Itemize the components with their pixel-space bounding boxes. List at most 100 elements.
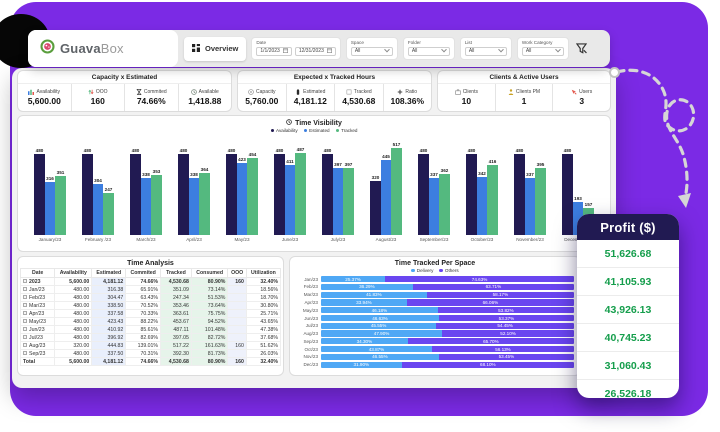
segment-delivery[interactable]: 46.63% bbox=[321, 314, 439, 322]
segment-others[interactable]: 74.63% bbox=[385, 276, 574, 283]
bar-availability[interactable] bbox=[418, 153, 429, 235]
segment-others[interactable]: 66.06% bbox=[406, 299, 574, 306]
column-header-tracked[interactable]: Tracked bbox=[160, 268, 192, 278]
column-header-availability[interactable]: Availability bbox=[54, 268, 93, 278]
expand-icon[interactable] bbox=[23, 295, 27, 300]
segment-others[interactable]: 68.10% bbox=[401, 361, 574, 368]
cell: Jun/23 bbox=[19, 325, 56, 334]
bar-availability[interactable] bbox=[370, 180, 381, 235]
segment-delivery[interactable]: 45.55% bbox=[321, 322, 437, 329]
bar-tracked[interactable] bbox=[247, 158, 258, 235]
filter-select-folder[interactable]: All bbox=[407, 46, 450, 56]
bar-estimated[interactable] bbox=[188, 177, 200, 235]
bar-estimated[interactable] bbox=[140, 177, 152, 235]
bar-availability[interactable] bbox=[178, 153, 189, 235]
column-header-utilization[interactable]: Utilization bbox=[245, 268, 282, 278]
table-row-jun-23[interactable]: Jun/23 480.00 410.92 85.61% 487.11 101.48% 47.… bbox=[19, 325, 282, 334]
bar-tracked[interactable] bbox=[487, 164, 498, 235]
column-header-commited[interactable]: Commited bbox=[125, 268, 162, 278]
bar-tracked[interactable] bbox=[103, 193, 114, 235]
bar-estimated[interactable] bbox=[92, 183, 104, 235]
table-row-sep-23[interactable]: Sep/23 480.00 337.50 70.31% 392.30 81.73% 26.0… bbox=[19, 349, 282, 358]
bar-tracked[interactable] bbox=[151, 175, 162, 235]
segment-delivery[interactable]: 25.37% bbox=[321, 276, 386, 283]
bar-availability[interactable] bbox=[130, 153, 141, 235]
table-row-apr-23[interactable]: Apr/23 480.00 337.58 70.33% 363.61 75.75% 25.7… bbox=[19, 309, 282, 318]
expand-icon[interactable] bbox=[23, 327, 27, 332]
table-row-jan-23[interactable]: Jan/23 480.00 316.38 65.91% 351.09 73.14% 18.5… bbox=[19, 285, 282, 294]
segment-others[interactable]: 56.13% bbox=[431, 346, 574, 353]
table-row-total[interactable]: Total 5,600.00 4,181.12 74.66% 4,530.68 80.90… bbox=[19, 357, 282, 366]
filter-select-space[interactable]: All bbox=[350, 46, 393, 56]
expand-icon[interactable] bbox=[23, 319, 27, 324]
column-header-estimated[interactable]: Estimated bbox=[91, 268, 127, 278]
bar-availability[interactable] bbox=[466, 153, 477, 235]
expand-icon[interactable] bbox=[23, 303, 27, 308]
bar-estimated[interactable] bbox=[332, 167, 344, 235]
bar-tracked[interactable] bbox=[295, 152, 306, 235]
segment-delivery[interactable]: 47.90% bbox=[321, 330, 443, 337]
bar-availability[interactable] bbox=[82, 153, 93, 235]
column-header-date[interactable]: Date bbox=[19, 268, 56, 278]
segment-delivery[interactable]: 33.94% bbox=[321, 299, 407, 306]
bar-estimated[interactable] bbox=[476, 177, 488, 235]
bar-availability[interactable] bbox=[34, 153, 45, 235]
filter-select-list[interactable]: All bbox=[464, 46, 507, 56]
table-row-jul-23[interactable]: Jul/23 480.00 396.92 82.69% 397.05 82.72% 37.6… bbox=[19, 333, 282, 342]
bar-tracked[interactable] bbox=[199, 173, 210, 235]
segment-delivery[interactable]: 46.55% bbox=[321, 353, 439, 360]
segment-others[interactable]: 52.10% bbox=[442, 330, 574, 337]
panel-toggle-handle[interactable] bbox=[609, 67, 620, 78]
filter-funnel-button[interactable] bbox=[575, 43, 587, 54]
expand-icon[interactable] bbox=[23, 343, 27, 348]
bar-availability[interactable] bbox=[562, 153, 573, 235]
segment-delivery[interactable]: 31.90% bbox=[321, 361, 402, 368]
expand-icon[interactable] bbox=[23, 335, 27, 340]
expand-icon[interactable] bbox=[23, 351, 27, 356]
table-row-may-23[interactable]: May/23 480.00 423.43 88.22% 453.67 94.52% 43.6… bbox=[19, 317, 282, 326]
bar-availability[interactable] bbox=[514, 153, 525, 235]
bar-value-label: 416 bbox=[488, 158, 497, 164]
expand-icon[interactable] bbox=[23, 311, 27, 316]
segment-delivery[interactable]: 43.87% bbox=[321, 346, 432, 353]
filter-select-work-category[interactable]: All bbox=[521, 46, 564, 56]
segment-delivery[interactable]: 36.29% bbox=[321, 283, 413, 290]
segment-others[interactable]: 63.71% bbox=[412, 283, 574, 290]
bar-tracked[interactable] bbox=[343, 167, 354, 235]
column-header-ooo[interactable]: OOO bbox=[227, 268, 247, 278]
segment-others[interactable]: 53.82% bbox=[437, 307, 574, 314]
segment-delivery[interactable]: 34.30% bbox=[321, 338, 408, 345]
segment-others[interactable]: 53.45% bbox=[438, 353, 574, 360]
bar-tracked[interactable] bbox=[535, 168, 546, 235]
bar-tracked[interactable] bbox=[439, 173, 450, 235]
segment-delivery[interactable]: 41.83% bbox=[321, 291, 427, 298]
date-to-input[interactable]: 12/31/2023 bbox=[294, 46, 336, 56]
tab-overview[interactable]: Overview bbox=[184, 36, 247, 61]
expand-icon[interactable] bbox=[23, 287, 27, 292]
chevron-down-icon bbox=[555, 47, 561, 53]
bar-tracked[interactable] bbox=[55, 175, 66, 235]
bar-availability[interactable] bbox=[226, 153, 237, 235]
segment-others[interactable]: 65.70% bbox=[407, 338, 574, 345]
bar-estimated[interactable] bbox=[236, 163, 248, 235]
table-row-mar-23[interactable]: Mar/23 480.00 338.50 70.52% 353.46 73.64% 30.8… bbox=[19, 301, 282, 310]
bar-availability[interactable] bbox=[274, 153, 285, 235]
bar-estimated[interactable] bbox=[428, 178, 440, 235]
cell: 396.92 bbox=[91, 333, 127, 342]
date-from-input[interactable]: 1/1/2023 bbox=[256, 46, 292, 56]
expand-icon[interactable] bbox=[23, 279, 27, 284]
table-row-2023[interactable]: 2023 5,600.00 4,181.12 74.66% 4,530.68 80.90%… bbox=[19, 277, 282, 286]
bar-estimated[interactable] bbox=[284, 165, 296, 235]
segment-others[interactable]: 54.45% bbox=[436, 322, 574, 329]
bar-estimated[interactable] bbox=[524, 178, 536, 235]
table-row-feb-23[interactable]: Feb/23 480.00 304.47 63.43% 247.34 51.53% 18.7… bbox=[19, 293, 282, 302]
bar-estimated[interactable] bbox=[380, 159, 392, 235]
bar-tracked[interactable] bbox=[391, 147, 402, 235]
table-row-aug-23[interactable]: Aug/23 320.00 444.83 139.01% 517.22 161.63% 16… bbox=[19, 341, 282, 350]
segment-others[interactable]: 53.37% bbox=[438, 314, 574, 322]
bar-estimated[interactable] bbox=[44, 181, 56, 235]
column-header-consumed[interactable]: Consumed bbox=[190, 268, 229, 278]
bar-availability[interactable] bbox=[322, 153, 333, 235]
segment-others[interactable]: 58.17% bbox=[426, 291, 574, 298]
segment-delivery[interactable]: 46.18% bbox=[321, 307, 438, 314]
